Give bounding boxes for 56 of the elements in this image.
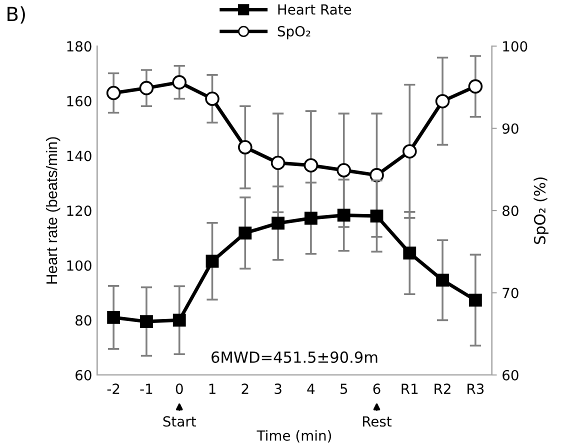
point bbox=[205, 92, 220, 106]
x-tick-label: -1 bbox=[140, 384, 152, 394]
x-tick-label: 1 bbox=[209, 384, 216, 394]
y2-tick-label: 80 bbox=[502, 206, 518, 216]
y2-tick-label: 70 bbox=[502, 288, 518, 298]
point bbox=[402, 144, 417, 159]
point bbox=[436, 274, 450, 287]
point bbox=[107, 310, 120, 324]
point bbox=[238, 226, 252, 240]
x-tick-label: -2 bbox=[107, 384, 120, 394]
x-tick-label: 2 bbox=[242, 384, 248, 394]
point bbox=[337, 208, 350, 222]
x-axis-title: Time (min) bbox=[256, 430, 332, 442]
x-tick-label: 3 bbox=[274, 384, 282, 394]
x-tick-label: R1 bbox=[402, 384, 418, 394]
point bbox=[172, 75, 187, 90]
point bbox=[270, 156, 286, 170]
x-tick-label: R3 bbox=[468, 384, 484, 394]
y-tick-label: 140 bbox=[67, 150, 92, 162]
y2-axis-title: SpO₂ (%) bbox=[534, 177, 548, 244]
legend-label: SpO₂ bbox=[278, 26, 310, 40]
y-tick-label: 180 bbox=[67, 41, 92, 52]
point bbox=[238, 140, 252, 154]
text: Rest bbox=[362, 416, 392, 427]
point bbox=[304, 212, 318, 225]
y-tick-label: 60 bbox=[76, 370, 92, 380]
text: B) bbox=[8, 6, 25, 24]
x-tick-label: 4 bbox=[307, 384, 315, 394]
x-tick-label: 5 bbox=[340, 384, 348, 394]
x-tick-label: 6 bbox=[373, 384, 380, 394]
point bbox=[140, 315, 153, 328]
x-tick-label: 0 bbox=[176, 384, 183, 394]
point bbox=[106, 86, 121, 100]
point bbox=[272, 216, 285, 230]
y2-tick-label: 90 bbox=[502, 123, 518, 134]
y-tick-label: 100 bbox=[67, 260, 92, 271]
text: Start bbox=[163, 416, 196, 427]
point bbox=[468, 294, 482, 307]
annotation: 6MWD=451.5±90.9m bbox=[212, 351, 378, 363]
point bbox=[304, 158, 318, 172]
y-tick-label: 120 bbox=[67, 206, 92, 216]
y-tick-label: 80 bbox=[76, 315, 92, 326]
y-axis-title: Heart rate (beats/min) bbox=[46, 137, 60, 284]
point bbox=[336, 163, 352, 178]
x-tick-label: R2 bbox=[434, 384, 450, 394]
y2-tick-label: 60 bbox=[502, 370, 518, 380]
point bbox=[139, 80, 154, 96]
point bbox=[206, 254, 219, 268]
point bbox=[370, 210, 384, 222]
point bbox=[468, 79, 483, 94]
legend-label: Heart Rate bbox=[278, 4, 352, 15]
y-tick-label: 160 bbox=[67, 96, 92, 106]
point bbox=[403, 246, 416, 260]
point bbox=[172, 314, 186, 327]
point bbox=[435, 94, 450, 108]
y2-tick-label: 100 bbox=[503, 41, 528, 52]
